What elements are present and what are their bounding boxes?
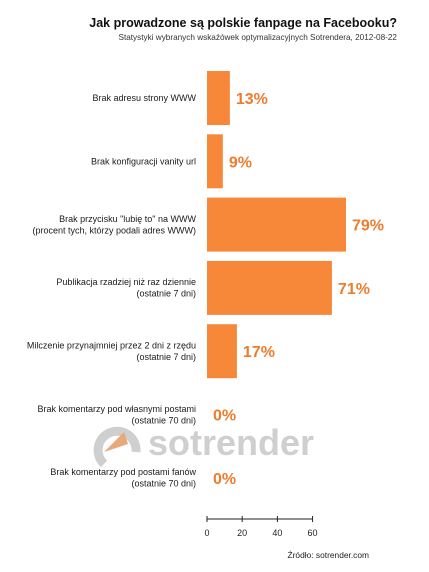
bar — [207, 324, 237, 379]
category-label: Brak komentarzy pod własnymi postami (ost… — [37, 404, 196, 426]
value-label: 79% — [352, 218, 384, 235]
category-label: Milczenie przynajmniej przez 2 dni z rzę… — [27, 340, 196, 362]
value-label: 0% — [213, 471, 236, 488]
category-label: Publikacja rzadziej niż raz dziennie (ost… — [56, 277, 196, 299]
source-note: Źródło: sotrender.com — [287, 550, 369, 560]
watermark-logo-arc — [93, 426, 141, 468]
value-label: 71% — [338, 281, 370, 298]
category-label: Brak adresu strony WWW — [92, 93, 196, 103]
sotrender-watermark: sotrender — [93, 422, 314, 468]
chart-subtitle: Statystyki wybranych wskaźówek optymaliz… — [118, 33, 397, 42]
value-label: 13% — [236, 91, 268, 108]
value-label: 0% — [213, 408, 236, 425]
value-label: 9% — [229, 154, 252, 171]
x-tick-label: 60 — [308, 528, 318, 538]
bar — [207, 134, 223, 189]
category-label: Brak komentarzy pod postami fanów (ostatn… — [50, 467, 196, 489]
watermark-logo-arrow — [104, 432, 128, 452]
bar — [207, 197, 346, 252]
x-tick-label: 0 — [204, 528, 209, 538]
x-tick-label: 40 — [272, 528, 282, 538]
chart-title: Jak prowadzone są polskie fanpage na Fac… — [89, 16, 397, 30]
category-label: Brak konfiguracji vanity url — [91, 156, 196, 166]
bar — [207, 260, 332, 315]
x-tick-label: 20 — [237, 528, 247, 538]
value-label: 17% — [243, 344, 275, 361]
watermark-text: sotrender — [148, 422, 314, 463]
category-label: Brak przycisku "lubię to" na WWW (procent… — [32, 214, 196, 236]
bar — [207, 71, 230, 125]
